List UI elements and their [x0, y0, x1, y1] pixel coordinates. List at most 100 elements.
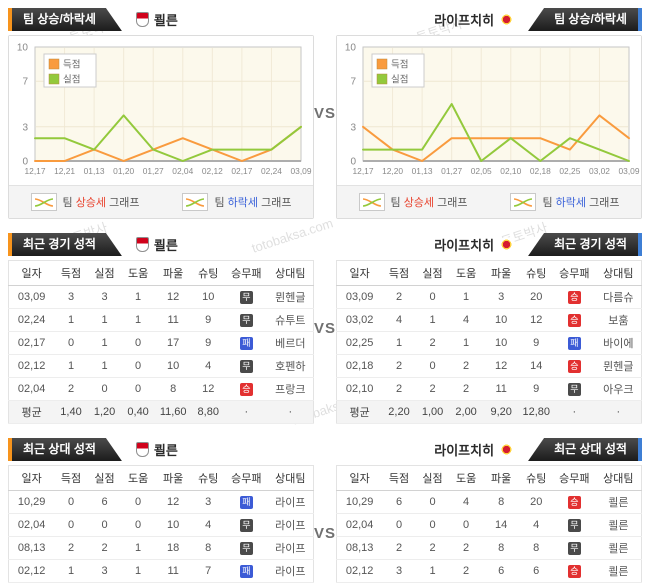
cell-assists: 0 [121, 513, 155, 537]
fc-koeln-crest-icon [135, 442, 149, 457]
trend-chart-leipzig: 0 3 7 10 12,17 12,20 01,13 01,27 02,05 02,10 02,18… [345, 43, 640, 177]
section-title-tab: 최근 경기 성적 [8, 233, 122, 256]
col-result: 승무패 [553, 260, 596, 286]
orange-accent-bar [8, 8, 12, 31]
fall-word: 하락세 [227, 197, 259, 209]
crossing-lines-icon [358, 193, 385, 211]
result-badge: 무 [239, 290, 253, 304]
cell-shots: 6 [519, 559, 554, 583]
team-name: 라이프치히 [434, 238, 495, 253]
cell-goals-against: 3 [87, 559, 122, 583]
cell-goals-for: 1 [54, 354, 88, 378]
fall-legend-label: 팀 하락세 그래프 [214, 197, 292, 209]
col-result: 승무패 [553, 465, 596, 491]
cell-goals-against: 1 [87, 331, 122, 355]
cell-assists: 0 [121, 354, 155, 378]
cell-shots: 7 [191, 559, 226, 583]
cell-result: 패 [553, 331, 596, 355]
svg-text:03,09: 03,09 [619, 166, 640, 176]
cell-goals-for: 3 [54, 285, 88, 309]
svg-text:12,17: 12,17 [25, 166, 46, 176]
orange-accent-bar [8, 438, 12, 461]
section-title: 최근 경기 성적 [554, 237, 627, 251]
svg-text:3: 3 [22, 122, 28, 133]
result-badge: 승 [239, 382, 253, 396]
recent-games-table-leipzig: 일자 득점 실점 도움 파울 슈팅 승무패 상대팀 03,09 2 0 1 3 20 승 다름슈 03,02 4 1… [336, 260, 642, 424]
cell-date: 02,10 [336, 377, 383, 401]
col-date: 일자 [8, 465, 55, 491]
cell-result: · [225, 400, 268, 424]
cell-opponent: 라이프 [267, 536, 314, 560]
cell-assists: 4 [449, 308, 483, 332]
col-assists: 도움 [121, 260, 155, 286]
team-name: 쾰른 [153, 13, 178, 28]
svg-text:10: 10 [345, 43, 357, 54]
rise-graph-legend: 팀 상승세 그래프 [358, 193, 467, 211]
svg-text:03,09: 03,09 [291, 166, 312, 176]
col-date: 일자 [8, 260, 55, 286]
crossing-lines-icon [30, 193, 57, 211]
rb-leipzig-crest-icon [499, 12, 515, 27]
cell-opponent: 라이프 [267, 490, 314, 514]
table-row: 02,04 0 0 0 14 4 무 쾰른 [336, 513, 642, 537]
svg-text:02,25: 02,25 [559, 166, 580, 176]
cell-result: 승 [553, 308, 596, 332]
table-row: 10,29 0 6 0 12 3 패 라이프 [8, 490, 314, 514]
section-title-tab: 최근 상대 성적 [528, 438, 642, 461]
team-label-leipzig: 라이프치히 [434, 233, 515, 256]
cell-fouls: 17 [154, 331, 192, 355]
cell-goals-for: 1,40 [54, 400, 88, 424]
header-row: 일자 득점 실점 도움 파울 슈팅 승무패 상대팀 [336, 260, 642, 286]
cell-fouls: 9,20 [482, 400, 520, 424]
cell-fouls: 14 [482, 513, 520, 537]
fall-legend-label: 팀 하락세 그래프 [542, 197, 620, 209]
header-row: 일자 득점 실점 도움 파울 슈팅 승무패 상대팀 [8, 260, 314, 286]
cell-assists: 2 [449, 377, 483, 401]
cell-result: · [553, 400, 596, 424]
svg-text:02,24: 02,24 [261, 166, 282, 176]
col-assists: 도움 [449, 260, 483, 286]
svg-text:득점: 득점 [63, 59, 80, 71]
cell-date: 10,29 [8, 490, 55, 514]
cell-date: 02,04 [8, 513, 55, 537]
col-goals-for: 득점 [382, 465, 416, 491]
table-row: 08,13 2 2 2 8 8 무 쾰른 [336, 536, 642, 560]
cell-opponent: 뮌헨글 [267, 285, 314, 309]
team-label-koeln: 쾰른 [135, 438, 178, 461]
cell-opponent: 라이프 [267, 559, 314, 583]
cell-opponent: 프랑크 [267, 377, 314, 401]
fall-word: 하락세 [555, 197, 587, 209]
svg-text:7: 7 [350, 77, 356, 88]
table-row: 02,04 2 0 0 8 12 승 프랑크 [8, 377, 314, 401]
cell-fouls: 11,60 [154, 400, 192, 424]
team-label-koeln: 쾰른 [135, 233, 178, 256]
col-result: 승무패 [225, 465, 268, 491]
rise-word: 상승세 [75, 197, 107, 209]
col-fouls: 파울 [482, 260, 520, 286]
col-opponent: 상대팀 [595, 465, 642, 491]
h2h-panel-right: 라이프치히 최근 상대 성적 일자 득점 실점 도움 파울 슈팅 승무패 상대팀 10,29 6 0… [336, 438, 642, 583]
col-goals-against: 실점 [87, 465, 122, 491]
cell-result: 무 [225, 513, 268, 537]
col-date: 일자 [336, 465, 383, 491]
cell-goals-for: 2 [382, 536, 416, 560]
team-label-leipzig: 라이프치히 [434, 8, 515, 31]
cell-goals-against: 6 [87, 490, 122, 514]
cell-shots: 20 [519, 490, 554, 514]
cell-result: 무 [553, 513, 596, 537]
svg-text:01,27: 01,27 [441, 166, 462, 176]
col-goals-against: 실점 [415, 465, 450, 491]
cell-date: 02,12 [8, 559, 55, 583]
recent-header-right: 라이프치히 최근 경기 성적 [336, 233, 642, 256]
cell-date: 10,29 [336, 490, 383, 514]
cell-goals-against: 2 [415, 536, 450, 560]
cell-opponent: 다름슈 [595, 285, 642, 309]
cell-goals-for: 2 [382, 285, 416, 309]
cell-date: 08,13 [336, 536, 383, 560]
svg-text:실점: 실점 [391, 74, 408, 86]
result-badge: 무 [239, 359, 253, 373]
average-row: 평균 2,20 1,00 2,00 9,20 12,80 · · [336, 400, 642, 424]
blue-accent-bar [637, 233, 642, 256]
cell-goals-against: 0 [415, 490, 450, 514]
